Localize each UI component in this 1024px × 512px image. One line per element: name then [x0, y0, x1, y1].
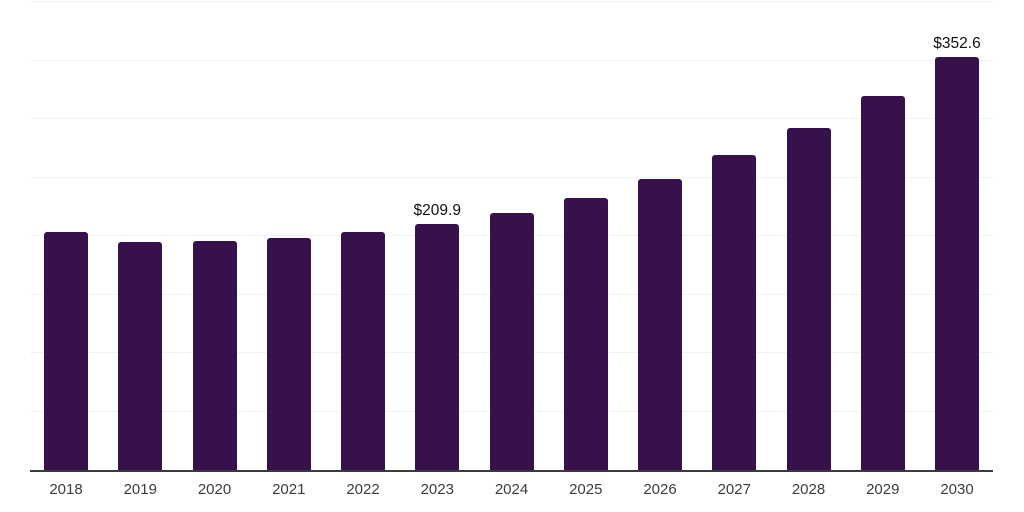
- bar-rect: [192, 240, 237, 470]
- gridline-300: [30, 118, 993, 119]
- bar-rect: [563, 197, 608, 470]
- x-tick-label-2019: 2019: [123, 481, 157, 498]
- bar-rect: [860, 96, 905, 470]
- x-axis-line: [30, 470, 993, 472]
- bar-2027: [712, 155, 757, 470]
- x-tick-label-2027: 2027: [717, 481, 751, 498]
- bar-rect: [712, 155, 757, 470]
- plot-area: $209.9 $352.6: [30, 1, 993, 472]
- x-tick-label-2025: 2025: [569, 481, 603, 498]
- x-tick-label-2024: 2024: [494, 481, 529, 498]
- bar-2021: [266, 237, 311, 470]
- gridline-350: [30, 59, 993, 61]
- bar-rect: [341, 231, 385, 470]
- bar-2020: [192, 240, 237, 470]
- x-tick-label-2020: 2020: [197, 481, 232, 498]
- bar-2023: $209.9: [414, 202, 461, 470]
- x-tick-label-2026: 2026: [643, 481, 677, 498]
- bar-2030: $352.6: [933, 35, 981, 470]
- bar-rect: [44, 231, 88, 470]
- bars-row: $209.9 $352.6: [30, 2, 993, 470]
- gridline-400: [30, 1, 993, 2]
- bar-rect: [786, 128, 831, 470]
- bar-value-label: $352.6: [933, 35, 981, 53]
- bar-rect: [489, 212, 534, 470]
- gridline-250: [30, 176, 993, 178]
- bar-rect: [266, 237, 311, 470]
- x-tick-label-2029: 2029: [866, 481, 900, 498]
- x-tick-label-2023: 2023: [420, 481, 454, 498]
- bar-rect: [118, 241, 163, 470]
- bar-2025: [563, 197, 608, 470]
- x-tick-label-2030: 2030: [940, 481, 974, 498]
- bar-2026: [638, 179, 682, 470]
- x-tick-label-2022: 2022: [346, 481, 380, 498]
- bar-value-label: $209.9: [413, 202, 461, 220]
- bar-2028: [786, 128, 831, 470]
- bar-2022: [341, 231, 385, 470]
- x-tick-label-2021: 2021: [272, 481, 306, 498]
- bar-2029: [860, 96, 905, 470]
- bar-rect: [415, 224, 460, 470]
- x-tick-label-2028: 2028: [791, 481, 826, 498]
- x-tick-label-2018: 2018: [49, 481, 83, 498]
- bar-rect: [638, 179, 682, 470]
- bar-rect: [935, 57, 979, 470]
- x-axis-labels: 2018 2019 2020 2021 2022 2023 2024 2025 2026 2027…: [30, 481, 993, 498]
- bar-2024: [489, 212, 534, 470]
- bar-2018: [44, 231, 88, 470]
- bar-2019: [118, 241, 163, 470]
